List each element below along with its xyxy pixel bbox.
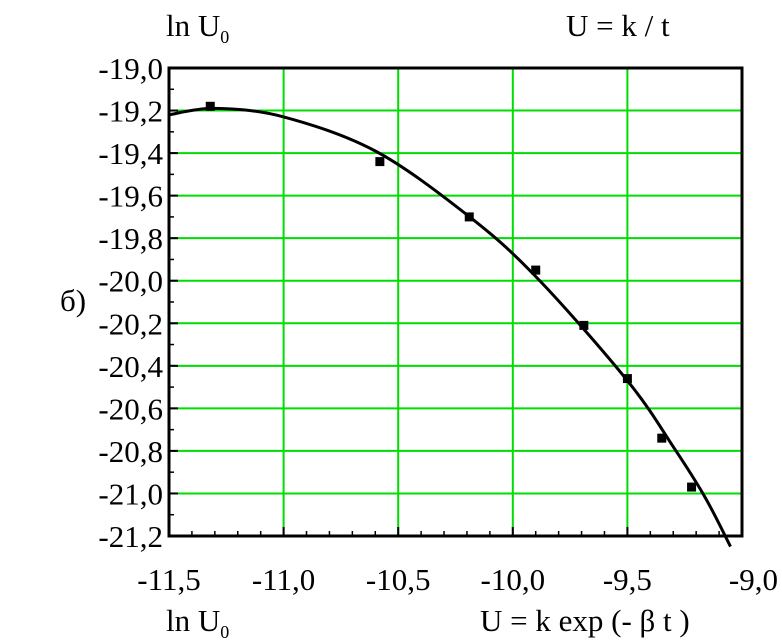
y-tick-label: -19,2 [98, 94, 163, 129]
bottom-right-annotation: U = k exp (- β t ) [480, 603, 690, 638]
y-tick-label: -19,4 [98, 136, 163, 171]
data-point [657, 433, 667, 443]
y-tick-label: -20,2 [98, 306, 163, 341]
fit-curve [168, 106, 732, 548]
y-tick-label: -20,6 [98, 391, 163, 426]
y-tick-label: -21,0 [98, 476, 163, 511]
y-axis-caption-subscript: 0 [220, 27, 229, 47]
y-tick-label: -20,4 [98, 349, 163, 384]
x-tick-labels: -11,5 -11,0 -10,5 -10,0 -9,5 -9,0 [137, 562, 778, 597]
x-axis-caption-subscript: 0 [220, 622, 229, 641]
y-tick-label: -20,8 [98, 434, 163, 469]
x-axis-caption: ln U0 [166, 603, 229, 641]
data-point [622, 374, 632, 384]
x-tick-label: -9,0 [729, 562, 778, 597]
top-right-annotation: U = k / t [566, 8, 670, 43]
x-tick-label: -11,0 [252, 562, 315, 597]
data-point [205, 101, 215, 111]
y-tick-label: -19,0 [98, 51, 163, 86]
y-tick-label: -19,6 [98, 179, 163, 214]
y-tick-label: -21,2 [98, 519, 163, 554]
x-tick-label: -10,5 [366, 562, 431, 597]
data-point [579, 320, 589, 330]
data-point [531, 265, 541, 275]
y-axis-caption: ln U0 [166, 8, 229, 47]
y-tick-labels: -19,0 -19,2 -19,4 -19,6 -19,8 -20,0 -20,2 -20,4… [98, 51, 163, 554]
data-point [687, 482, 697, 492]
x-tick-label: -9,5 [603, 562, 652, 597]
plot-frame [167, 66, 744, 538]
y-tick-label: -20,0 [98, 264, 163, 299]
data-points-group [205, 101, 697, 492]
y-tick-label: -19,8 [98, 221, 163, 256]
x-tick-label: -10,0 [481, 562, 546, 597]
grid [169, 68, 742, 536]
panel-label: б) [60, 283, 86, 318]
data-point [464, 212, 474, 222]
x-tick-label: -11,5 [137, 562, 200, 597]
fit-curve-group [168, 106, 732, 548]
data-point [375, 157, 385, 167]
ticks [168, 67, 743, 537]
